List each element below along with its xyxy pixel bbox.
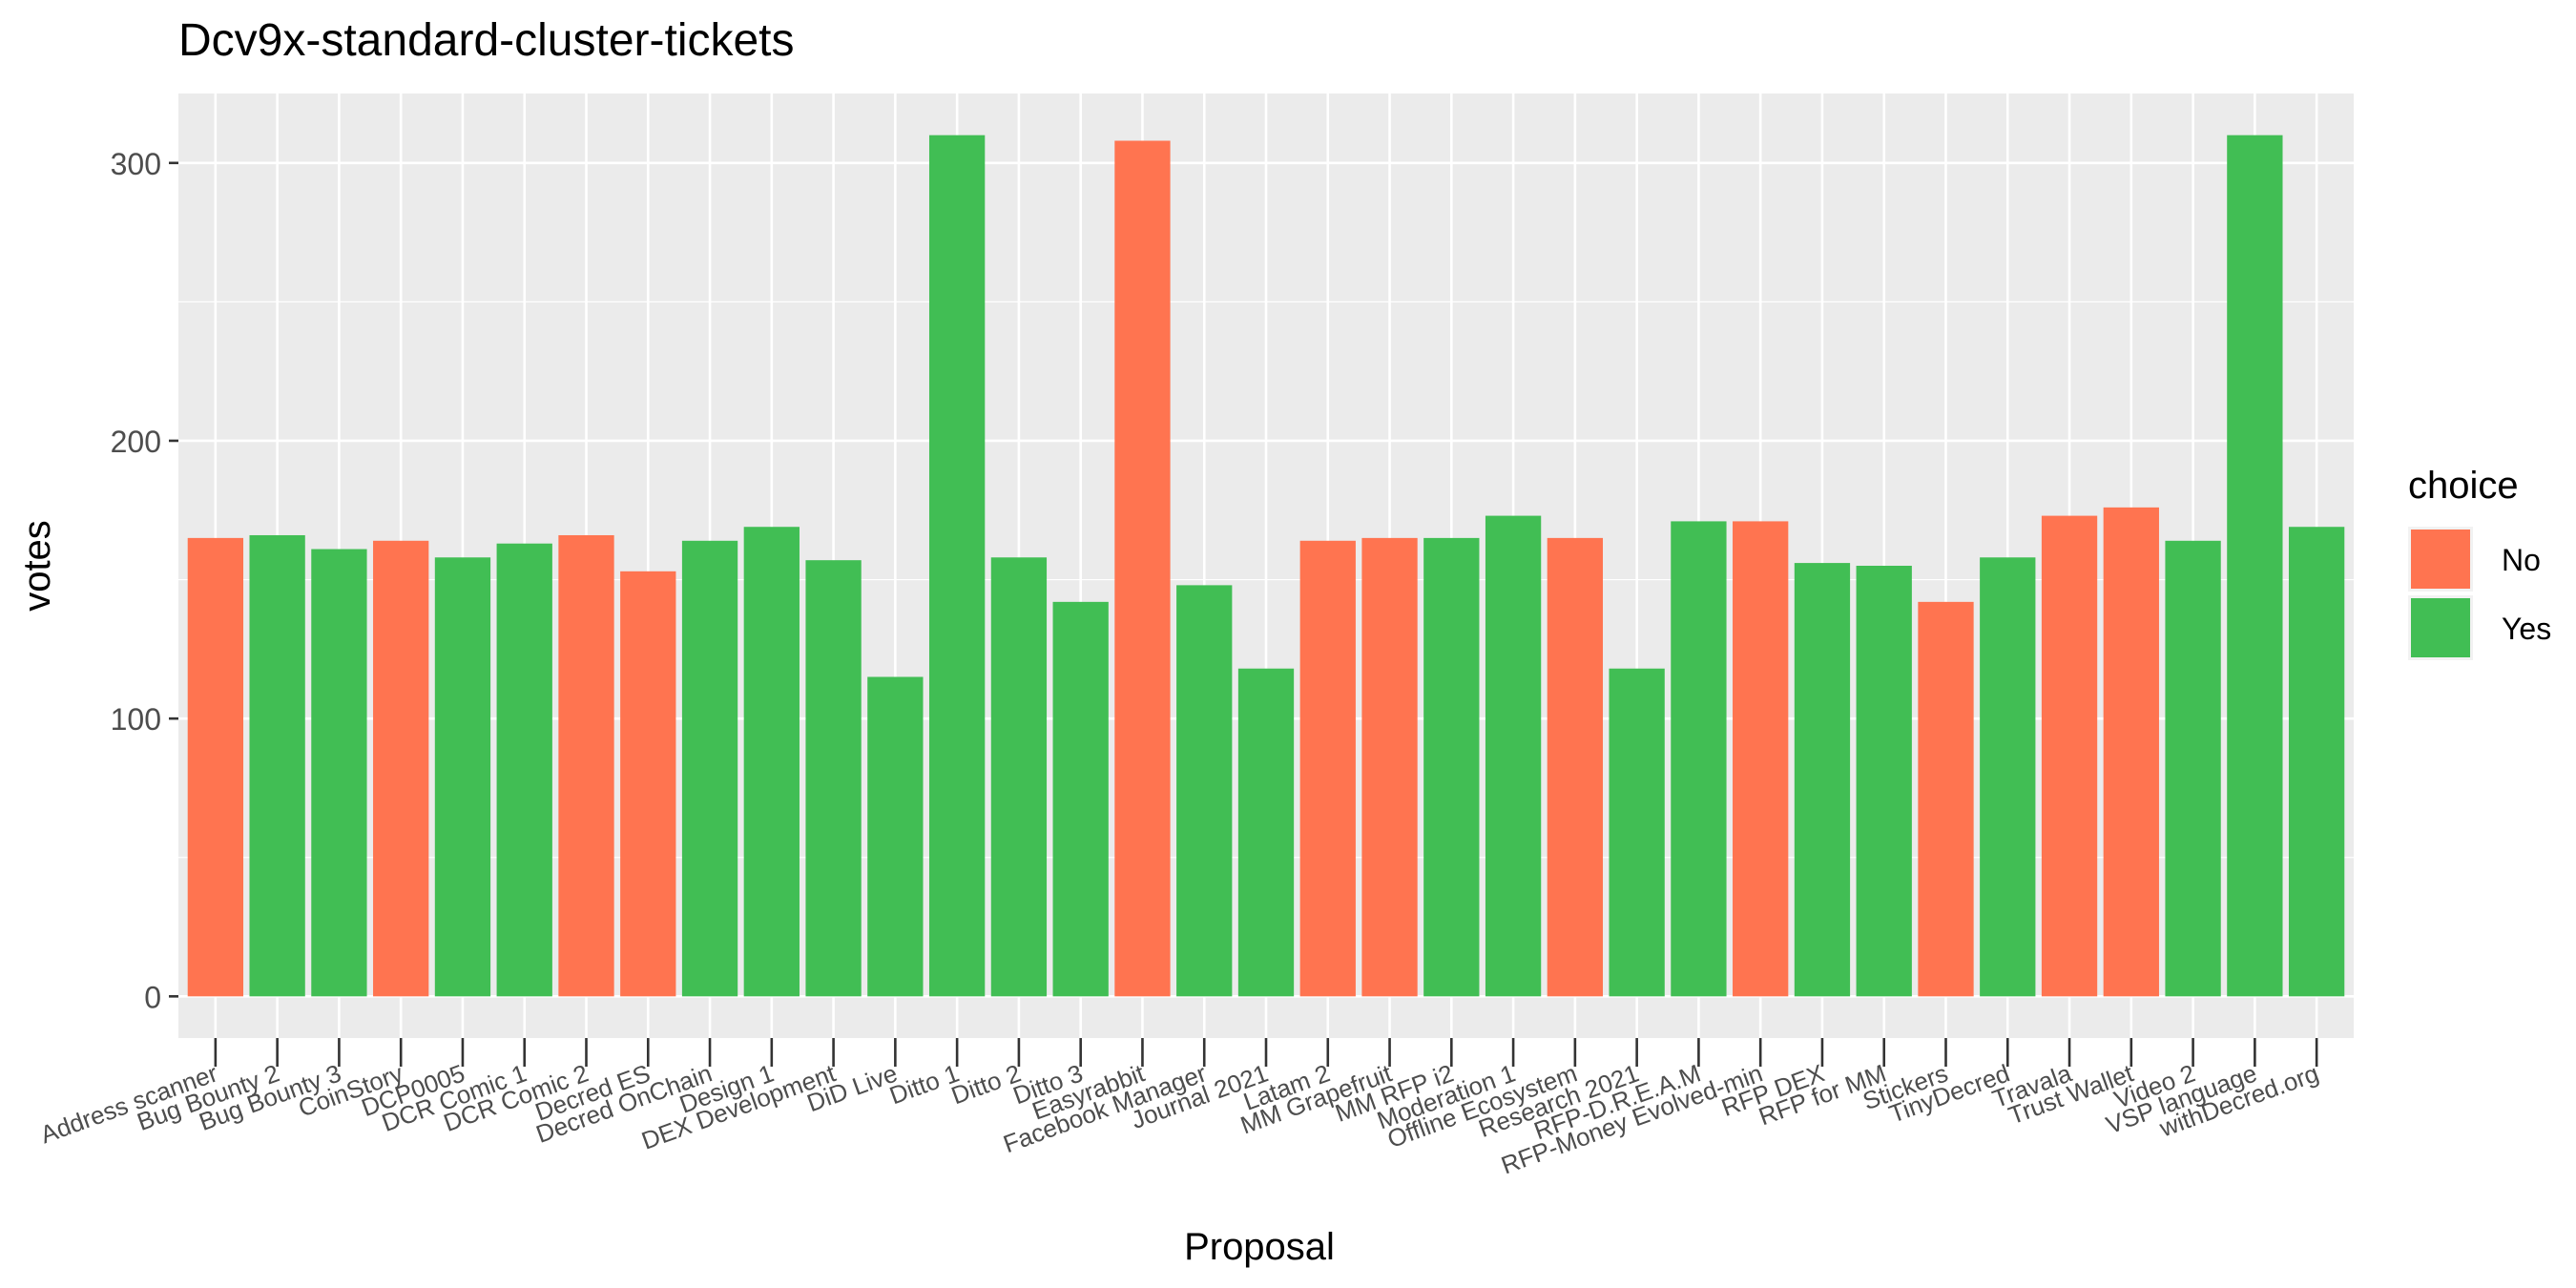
- bar-trust-wallet: [2103, 507, 2159, 997]
- bar-vsp-language: [2227, 135, 2283, 997]
- legend-swatch-yes: [2411, 598, 2470, 657]
- bar-dcr-comic-1: [496, 543, 552, 997]
- bar-decred-es: [620, 571, 676, 997]
- bar-did-live: [867, 676, 924, 997]
- bar-dcp0005: [434, 557, 491, 997]
- bar-dex-development: [805, 560, 862, 997]
- bar-bug-bounty-2: [249, 534, 305, 997]
- bar-coinstory: [373, 540, 429, 997]
- y-tick-label: 300: [111, 147, 161, 181]
- bar-ditto-1: [928, 135, 986, 997]
- bar-facebook-manager: [1176, 585, 1233, 997]
- bar-journal-2021: [1237, 668, 1295, 997]
- y-tick-label: 100: [111, 702, 161, 737]
- x-axis-label: Proposal: [1184, 1226, 1335, 1268]
- bar-rfp-for-mm: [1856, 566, 1912, 997]
- bar-travala: [2041, 515, 2098, 997]
- y-tick-label: 200: [111, 425, 161, 459]
- bar-moderation-1: [1485, 515, 1542, 997]
- bar-address-scanner: [187, 537, 244, 997]
- bar-stickers: [1918, 601, 1974, 997]
- bar-mm-grapefruit: [1361, 537, 1418, 997]
- legend-items: No Yes: [2408, 527, 2551, 660]
- bar-easyrabbit: [1114, 140, 1171, 997]
- bar-tinydecred: [1980, 557, 2036, 997]
- bar-bug-bounty-3: [311, 549, 367, 997]
- bar-ditto-3: [1052, 601, 1109, 997]
- bar-latam-2: [1299, 540, 1356, 997]
- bar-rfp-d-r-e-a-m: [1671, 521, 1727, 997]
- bar-rfp-money-evolved-min: [1733, 521, 1789, 997]
- legend-label-no: No: [2502, 543, 2541, 577]
- bar-decred-onchain: [681, 540, 738, 997]
- bar-withdecred-org: [2288, 527, 2345, 997]
- legend-label-yes: Yes: [2502, 612, 2551, 646]
- legend-title: choice: [2408, 465, 2519, 507]
- legend-swatch-no: [2411, 530, 2470, 589]
- bar-offline-ecosystem: [1547, 537, 1604, 997]
- y-axis-label: votes: [16, 520, 58, 612]
- bar-design-1: [743, 527, 800, 997]
- bar-research-2021: [1609, 668, 1665, 997]
- bar-video-2: [2165, 540, 2221, 997]
- bar-dcr-comic-2: [558, 534, 614, 997]
- bar-ditto-2: [990, 557, 1048, 997]
- legend: choice No Yes: [2408, 465, 2551, 660]
- chart-title: Dcv9x-standard-cluster-tickets: [178, 15, 795, 66]
- y-tick-label: 0: [144, 980, 161, 1014]
- bar-rfp-dex: [1794, 563, 1851, 997]
- bar-mm-rfp-i2: [1423, 537, 1480, 997]
